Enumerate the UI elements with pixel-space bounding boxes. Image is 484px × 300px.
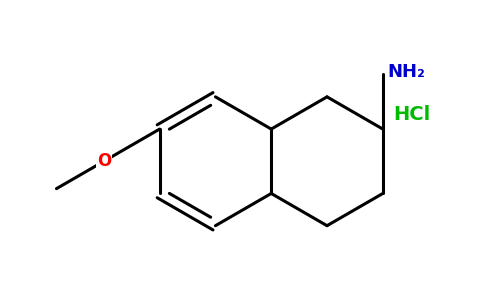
Text: O: O bbox=[97, 152, 111, 170]
Text: HCl: HCl bbox=[393, 105, 431, 124]
Text: NH₂: NH₂ bbox=[387, 63, 425, 81]
